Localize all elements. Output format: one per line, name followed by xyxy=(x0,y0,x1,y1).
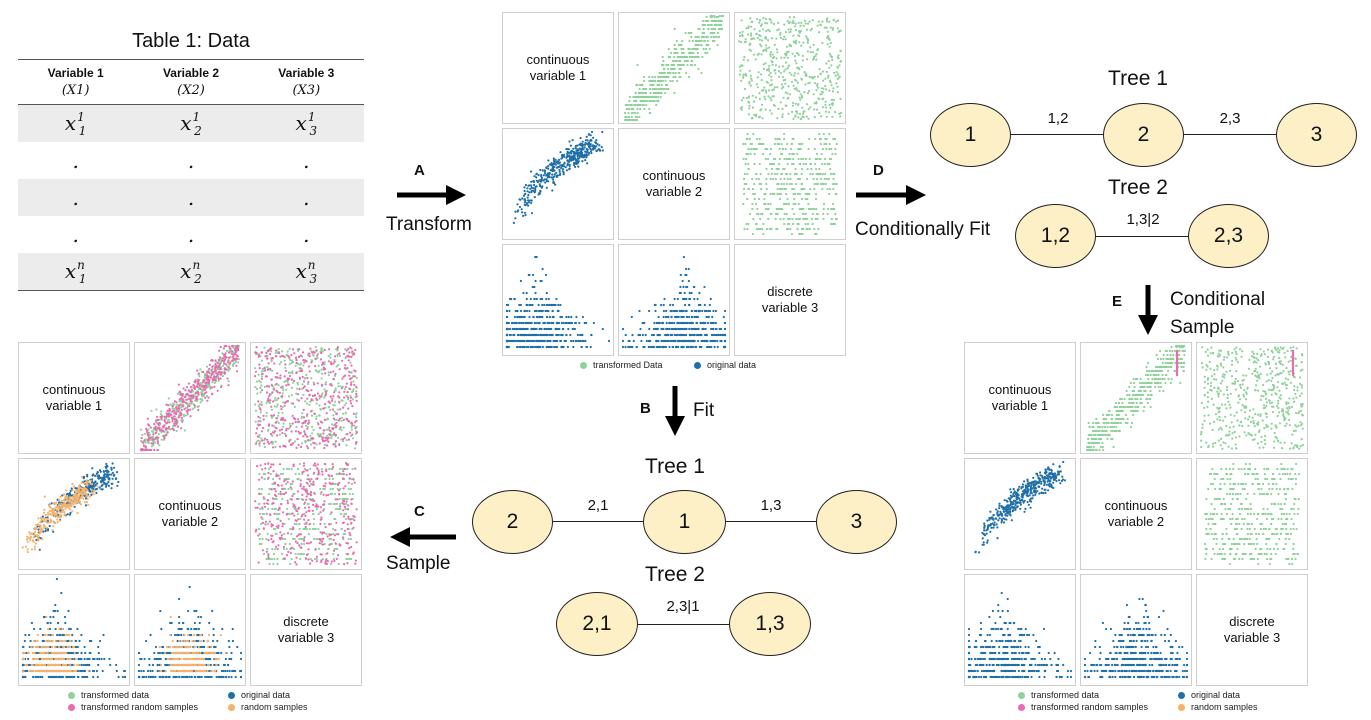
scatter-panel xyxy=(618,12,730,124)
panel-label: continuous variable 1 xyxy=(18,342,130,454)
fit-tree1-node-3: 3 xyxy=(816,490,897,554)
step-b-text: Fit xyxy=(693,400,715,421)
table-row: x11 x12 x13 xyxy=(18,105,364,142)
fit-tree1-node-2: 2 xyxy=(472,490,553,554)
panel-label: discrete variable 3 xyxy=(734,244,846,356)
scatter-panel xyxy=(250,458,362,570)
table-row: xn1 xn2 xn3 xyxy=(18,253,364,290)
cond-tree2-edge xyxy=(1095,236,1190,237)
scatter-legend: transformed Data original data xyxy=(502,360,846,390)
table-title: Table 1: Data xyxy=(132,30,250,52)
cond-tree1-node-2: 2 xyxy=(1103,103,1184,167)
scatter-panel xyxy=(618,244,730,356)
scatter-panel xyxy=(1196,458,1308,570)
panel-label: continuous variable 1 xyxy=(964,342,1076,454)
panel-label: continuous variable 2 xyxy=(1080,458,1192,570)
scatter-panel xyxy=(964,574,1076,686)
cond-tree1-edge-2 xyxy=(1182,134,1278,135)
fit-tree1-edge-label-2: 1,3 xyxy=(760,497,782,514)
scatter-panel xyxy=(964,458,1076,570)
panel-label: continuous variable 1 xyxy=(502,12,614,124)
fit-tree2-node-13: 1,3 xyxy=(729,592,811,656)
fit-tree2-edge-label: 2,3|1 xyxy=(666,598,700,615)
table-header-variable-3: Variable 3 (X3) xyxy=(278,66,335,98)
scatter-legend: transformed data original data transformed… xyxy=(18,690,362,720)
cond-tree2-node-12: 1,2 xyxy=(1015,204,1096,268)
cond-tree2-node-23: 2,3 xyxy=(1188,204,1269,268)
cond-tree1-edge-1 xyxy=(1010,134,1106,135)
scatter-panel xyxy=(1080,574,1192,686)
cond-tree1-title: Tree 1 xyxy=(1108,67,1168,90)
scatter-panel xyxy=(250,342,362,454)
cond-tree1-edge-label-1: 1,2 xyxy=(1047,110,1069,127)
table-row: ... xyxy=(18,179,364,216)
table-row: ... xyxy=(72,148,310,173)
table-header-variable-1: Variable 1 (X1) xyxy=(47,66,104,98)
scatter-panel xyxy=(134,342,246,454)
table-header-row: Variable 1 (X1) Variable 2 (X2) Variable… xyxy=(18,60,364,104)
panel-label: discrete variable 3 xyxy=(1196,574,1308,686)
fit-tree1-title: Tree 1 xyxy=(645,455,705,478)
step-c-letter: C xyxy=(414,503,425,520)
step-a-text: Transform xyxy=(386,214,472,235)
step-d-letter: D xyxy=(873,162,884,179)
data-table: Table 1: Data Variable 1 (X1) Variable 2… xyxy=(18,30,364,291)
scatter-panel xyxy=(134,574,246,686)
table-row: ... xyxy=(72,222,310,247)
step-e-letter: E xyxy=(1112,293,1123,310)
scatter-panel xyxy=(18,574,130,686)
panel-label: continuous variable 2 xyxy=(134,458,246,570)
scatter-panel xyxy=(734,128,846,240)
table-header-variable-2: Variable 2 (X2) xyxy=(162,66,220,98)
pairplot-conditional-sampled: continuous variable 1 continuous variable 2… xyxy=(964,342,1308,720)
fit-tree2-title: Tree 2 xyxy=(645,563,705,586)
step-e-text: Conditional Sample xyxy=(1170,289,1266,338)
step-c-text: Sample xyxy=(386,553,451,574)
pairplot-sampled: continuous variable 1 continuous variable 2… xyxy=(18,342,362,720)
step-b-letter: B xyxy=(640,400,651,417)
step-d-text: Conditionally Fit xyxy=(855,219,991,240)
fit-tree1-edge-label-1: 2,1 xyxy=(587,497,609,514)
cond-tree1-edge-label-2: 2,3 xyxy=(1219,110,1241,127)
cond-tree1-node-1: 1 xyxy=(930,103,1011,167)
scatter-legend: transformed data original data transformed… xyxy=(964,690,1308,720)
pairplot-transformed: continuous variable 1 continuous variable 2… xyxy=(502,12,846,390)
fit-tree1-edge-1 xyxy=(552,521,644,522)
fit-tree2-node-21: 2,1 xyxy=(556,592,638,656)
cond-tree1-node-3: 3 xyxy=(1276,103,1357,167)
fit-tree1-edge-2 xyxy=(725,521,817,522)
fit-tree1-node-1: 1 xyxy=(643,490,726,554)
fit-tree2-edge xyxy=(637,624,730,625)
scatter-panel xyxy=(502,128,614,240)
scatter-panel xyxy=(1196,342,1308,454)
scatter-panel xyxy=(502,244,614,356)
cond-tree2-edge-label: 1,3|2 xyxy=(1126,211,1160,228)
panel-label: discrete variable 3 xyxy=(250,574,362,686)
scatter-panel xyxy=(18,458,130,570)
scatter-panel xyxy=(1080,342,1192,454)
step-a-letter: A xyxy=(414,162,425,179)
panel-label: continuous variable 2 xyxy=(618,128,730,240)
cond-tree2-title: Tree 2 xyxy=(1108,176,1168,199)
scatter-panel xyxy=(734,12,846,124)
